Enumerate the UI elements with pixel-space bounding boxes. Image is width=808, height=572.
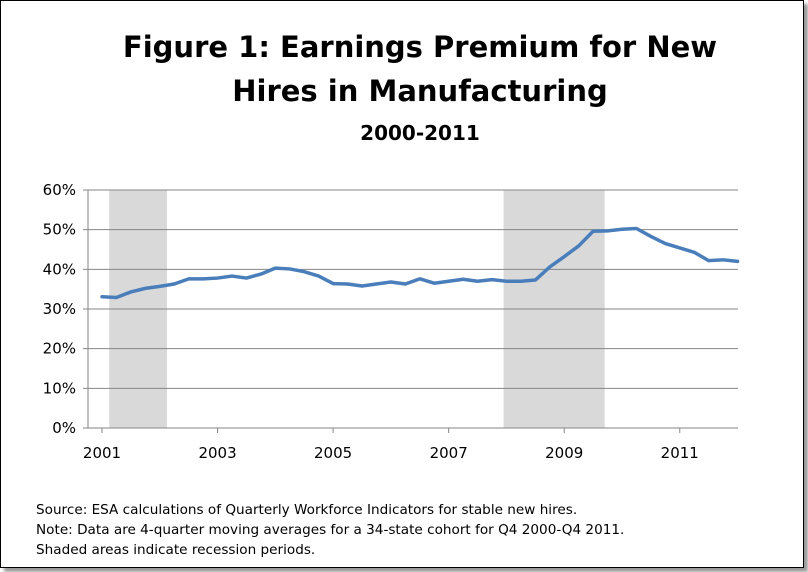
- x-tick-label: 2009: [545, 444, 583, 462]
- x-tick-label: 2011: [661, 444, 699, 462]
- y-tick-label: 0%: [52, 419, 76, 437]
- series-line-0: [100, 226, 740, 300]
- chart-notes: Source: ESA calculations of Quarterly Wo…: [36, 500, 796, 560]
- earnings-premium-chart: 0%10%20%30%40%50%60% 2001 2003 2005 2007 200…: [43, 181, 740, 462]
- gridlines: [88, 189, 738, 389]
- series-layer: [100, 226, 740, 300]
- recession-note: Shaded areas indicate recession periods.: [36, 542, 316, 558]
- x-tick-label: 2005: [314, 444, 352, 462]
- x-tick-label: 2007: [430, 444, 468, 462]
- chart-subtitle: 2000-2011: [360, 121, 480, 145]
- axes: [83, 189, 738, 433]
- x-tick-labels: 2001 2003 2005 2007 2009 2011: [83, 444, 699, 462]
- y-tick-label: 20%: [43, 340, 76, 358]
- y-tick-label: 60%: [43, 181, 76, 199]
- y-tick-labels: 0% 10% 20% 30% 40% 50% 60%: [43, 181, 76, 437]
- x-tick-label: 2001: [83, 444, 121, 462]
- method-note: Note: Data are 4-quarter moving averages…: [36, 522, 625, 538]
- chart-title-line1: Figure 1: Earnings Premium for New: [122, 30, 718, 64]
- y-tick-label: 10%: [43, 379, 76, 397]
- y-tick-label: 40%: [43, 260, 76, 278]
- y-tick-label: 50%: [43, 221, 76, 239]
- y-tick-label: 30%: [43, 300, 76, 318]
- x-tick-label: 2003: [198, 444, 236, 462]
- source-note: Source: ESA calculations of Quarterly Wo…: [36, 502, 578, 518]
- chart-title-line2: Hires in Manufacturing: [232, 74, 608, 108]
